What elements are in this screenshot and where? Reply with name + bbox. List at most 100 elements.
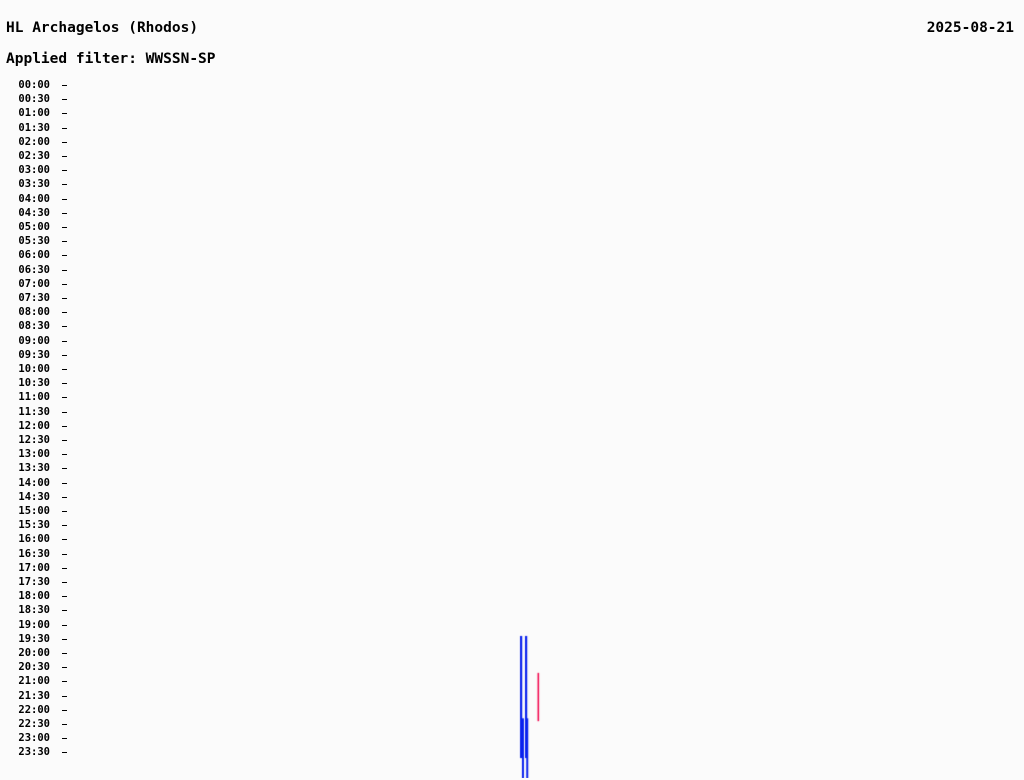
time-tick <box>62 369 67 370</box>
time-tick <box>62 426 67 427</box>
time-tick <box>62 724 67 725</box>
time-tick <box>62 184 67 185</box>
time-tick <box>62 412 67 413</box>
time-tick <box>62 639 67 640</box>
time-tick <box>62 610 67 611</box>
time-label: 15:00 <box>18 505 50 517</box>
time-tick <box>62 625 67 626</box>
time-label: 07:00 <box>18 277 50 290</box>
time-tick <box>62 497 67 498</box>
time-label: 20:30 <box>18 661 50 674</box>
time-label: 20:00 <box>18 647 50 659</box>
time-tick <box>62 270 67 271</box>
time-tick <box>62 440 67 441</box>
time-label: 04:30 <box>18 206 50 219</box>
time-tick <box>62 738 67 739</box>
time-label: 08:30 <box>18 320 50 333</box>
time-tick <box>62 99 67 100</box>
time-tick <box>62 85 67 86</box>
time-label: 11:00 <box>18 391 50 404</box>
time-label: 15:30 <box>18 519 50 532</box>
time-label: 14:00 <box>18 476 50 489</box>
time-tick <box>62 199 67 200</box>
time-label: 22:30 <box>18 718 50 730</box>
time-tick <box>62 241 67 242</box>
time-label: 06:30 <box>18 263 50 276</box>
time-label: 16:30 <box>18 547 50 560</box>
time-tick <box>62 326 67 327</box>
time-axis: 00:00 00:30 01:00 01:30 02:00 02:30 03:00 03:30… <box>0 78 67 778</box>
time-label: 00:00 <box>18 79 50 91</box>
time-label: 01:30 <box>18 121 50 134</box>
time-tick <box>62 483 67 484</box>
time-label: 09:00 <box>18 334 50 347</box>
time-label: 23:00 <box>18 732 50 745</box>
time-tick <box>62 752 67 753</box>
time-label: 17:30 <box>18 576 50 588</box>
time-tick <box>62 681 67 682</box>
time-tick <box>62 255 67 256</box>
time-label: 21:00 <box>18 675 50 688</box>
time-tick <box>62 710 67 711</box>
time-label: 12:30 <box>18 434 50 446</box>
page-title: HL Archagelos (Rhodos) <box>6 20 199 36</box>
time-label: 23:30 <box>18 746 50 759</box>
time-tick <box>62 596 67 597</box>
time-label: 16:00 <box>18 533 50 546</box>
time-label: 04:00 <box>18 192 50 205</box>
time-tick <box>62 284 67 285</box>
time-label: 08:00 <box>18 306 50 319</box>
time-tick <box>62 468 67 469</box>
time-label: 14:30 <box>18 490 50 503</box>
record-date: 2025-08-21 <box>926 20 1014 36</box>
time-tick <box>62 653 67 654</box>
time-label: 01:00 <box>18 107 50 120</box>
time-label: 19:30 <box>18 632 50 645</box>
time-label: 09:30 <box>18 348 50 361</box>
time-tick <box>62 511 67 512</box>
time-label: 07:30 <box>18 292 50 304</box>
time-tick <box>62 298 67 299</box>
applied-filter-label: Applied filter: WWSSN-SP <box>6 51 216 67</box>
time-label: 21:30 <box>18 689 50 702</box>
time-tick <box>62 667 67 668</box>
time-label: 03:00 <box>18 164 50 177</box>
time-tick <box>62 568 67 569</box>
time-tick <box>62 454 67 455</box>
time-tick <box>62 170 67 171</box>
time-tick <box>62 312 67 313</box>
time-label: 10:30 <box>18 377 50 390</box>
time-tick <box>62 156 67 157</box>
time-label: 00:30 <box>18 93 50 106</box>
time-tick <box>62 128 67 129</box>
time-label: 18:00 <box>18 590 50 603</box>
time-tick <box>62 355 67 356</box>
time-label: 11:30 <box>18 405 50 418</box>
time-tick <box>62 582 67 583</box>
time-label: 10:00 <box>18 363 50 375</box>
time-label: 18:30 <box>18 604 50 617</box>
time-label: 13:00 <box>18 448 50 461</box>
time-tick <box>62 341 67 342</box>
time-label: 06:00 <box>18 249 50 262</box>
time-label: 22:00 <box>18 703 50 716</box>
time-label: 02:00 <box>18 135 50 148</box>
time-tick <box>62 383 67 384</box>
time-tick <box>62 213 67 214</box>
time-label: 17:00 <box>18 561 50 574</box>
time-tick <box>62 397 67 398</box>
time-label: 13:30 <box>18 462 50 475</box>
time-tick <box>62 525 67 526</box>
seismic-trace-canvas <box>0 78 1024 778</box>
time-label: 05:00 <box>18 221 50 233</box>
time-label: 03:30 <box>18 178 50 191</box>
time-label: 12:00 <box>18 419 50 432</box>
time-tick <box>62 554 67 555</box>
time-label: 02:30 <box>18 150 50 162</box>
time-tick <box>62 113 67 114</box>
time-label: 19:00 <box>18 618 50 631</box>
time-label: 05:30 <box>18 235 50 248</box>
time-tick <box>62 142 67 143</box>
time-tick <box>62 696 67 697</box>
